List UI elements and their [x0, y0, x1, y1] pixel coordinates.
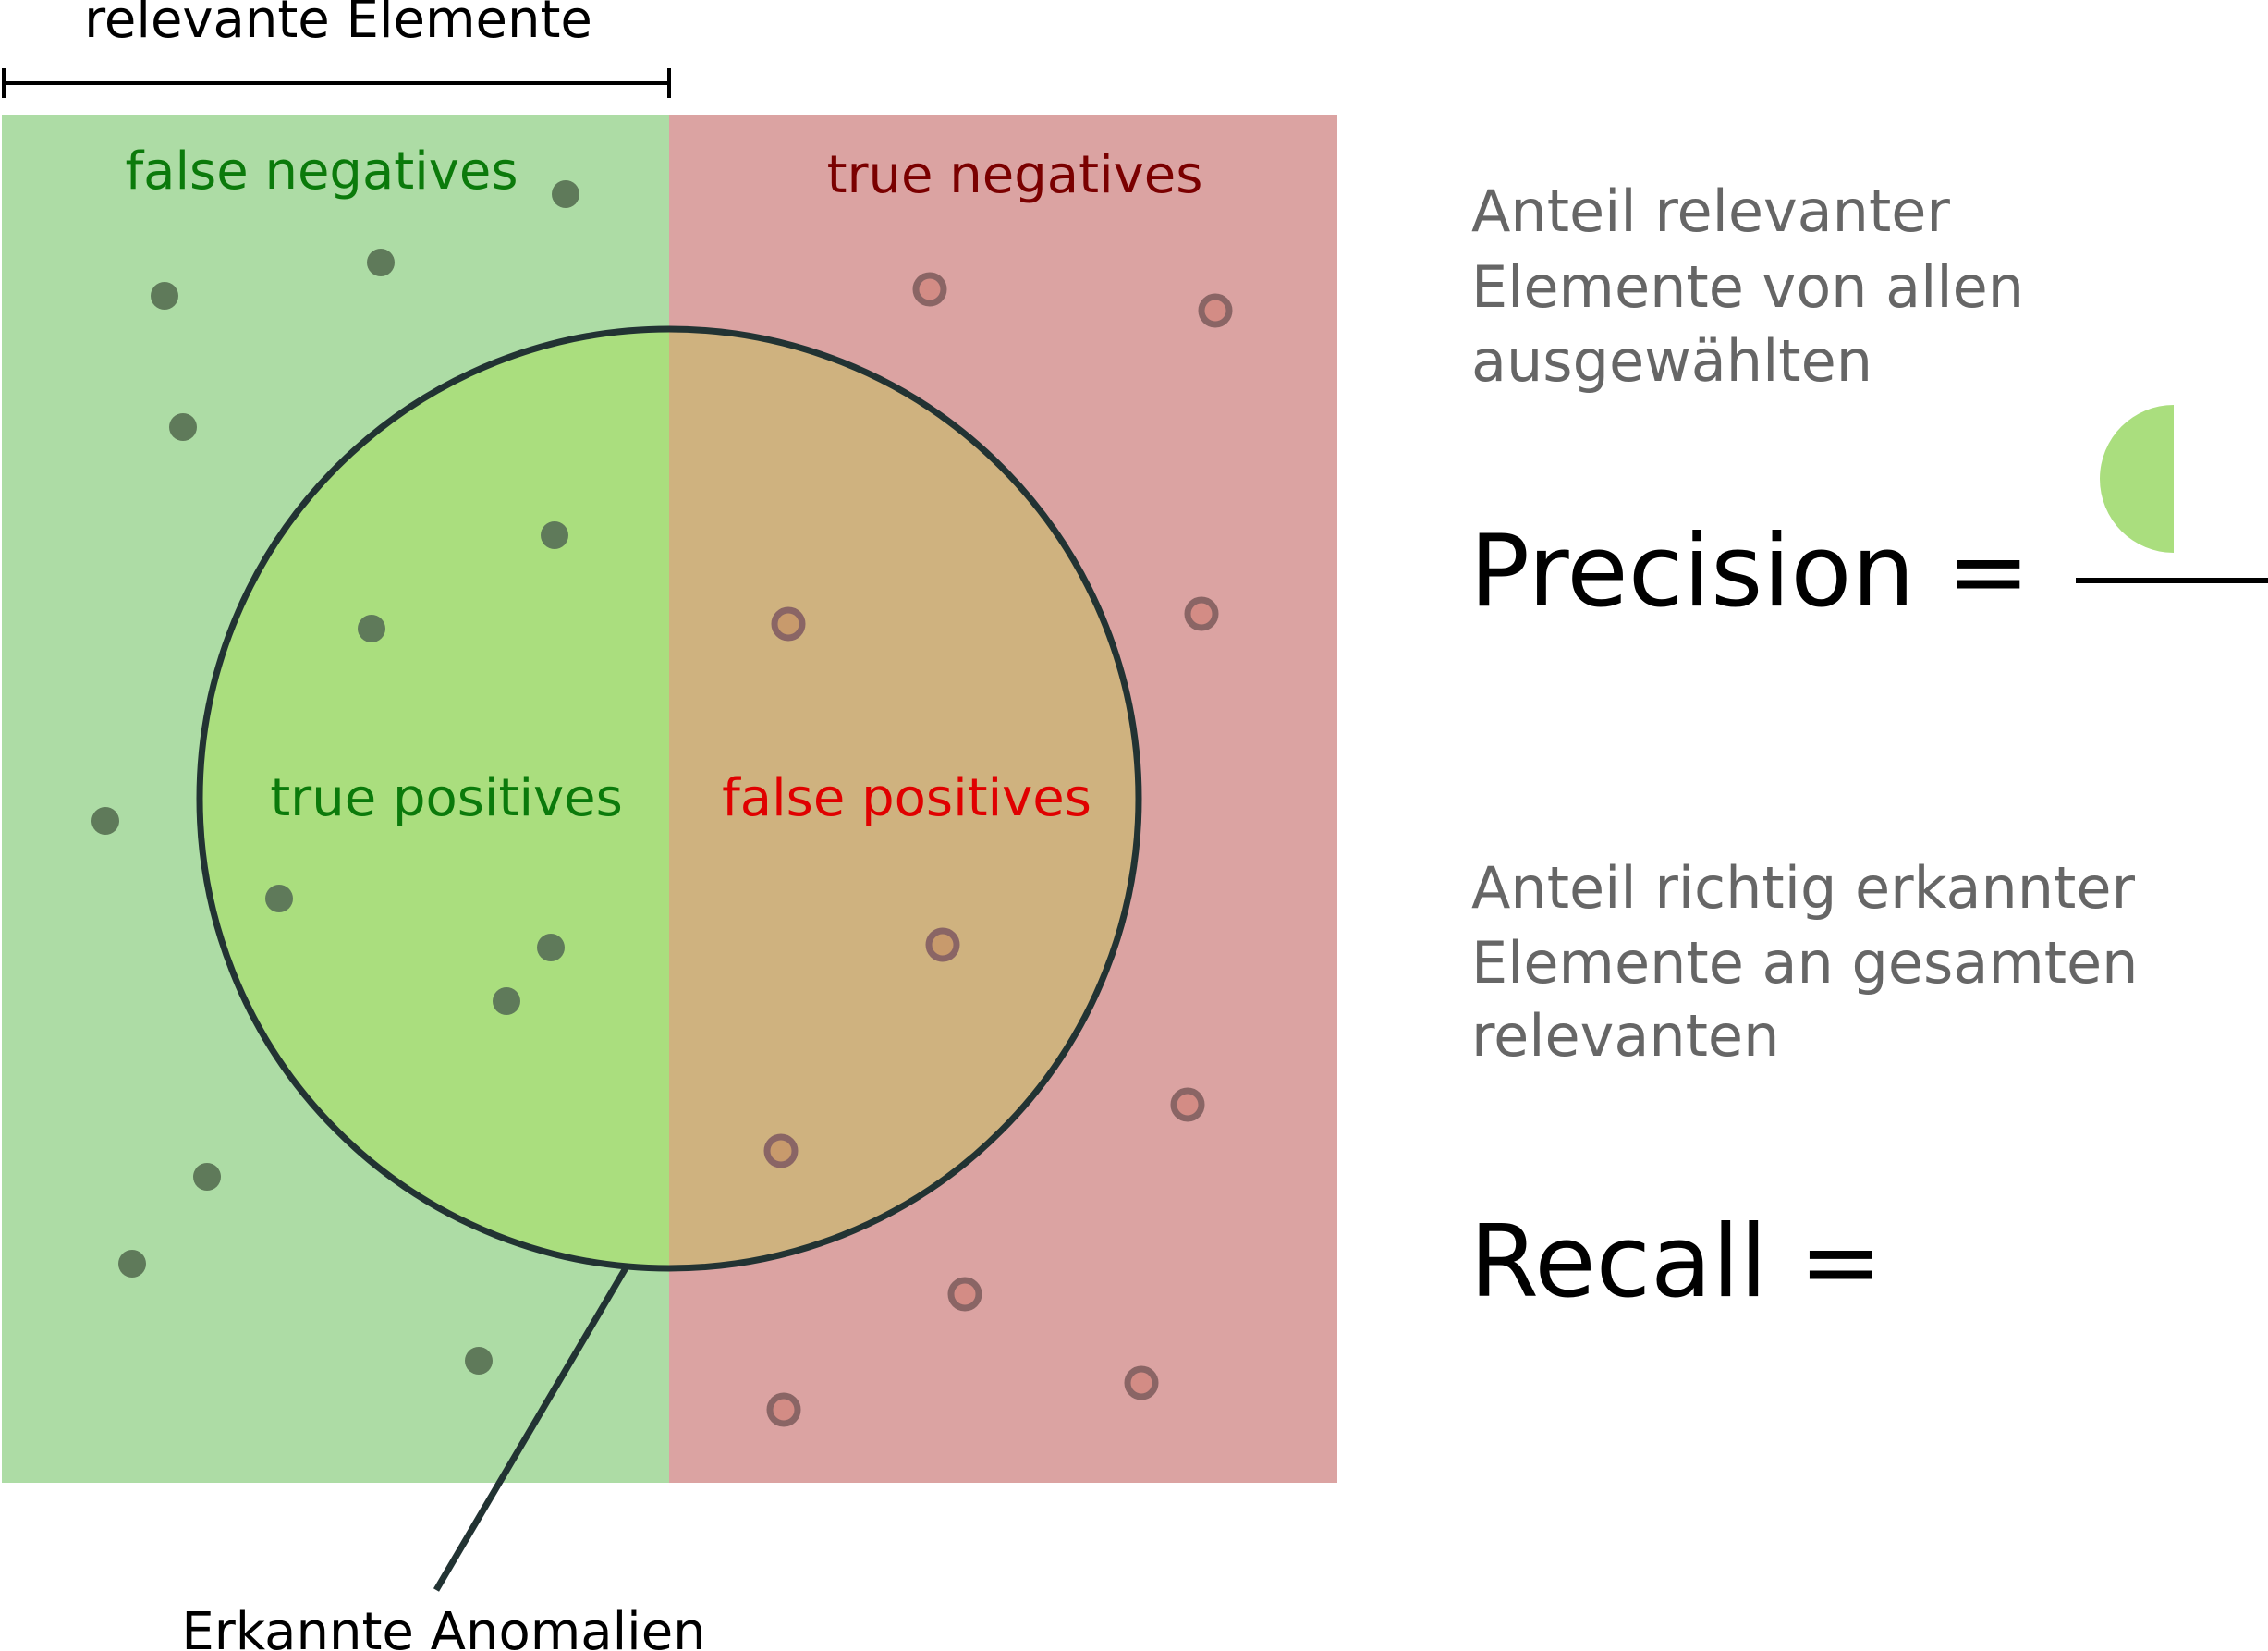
relevant-dot [552, 180, 579, 208]
true-positives-half-circle-icon [2100, 405, 2174, 553]
irrelevant-dot [1201, 297, 1229, 324]
irrelevant-dot [929, 931, 957, 959]
relevant-dot [151, 282, 178, 310]
recall-description-line: Anteil richtig erkannter [1471, 854, 2136, 922]
relevant-dot [493, 987, 520, 1015]
relevant-elements-bracket [4, 68, 669, 98]
relevant-dot [358, 615, 385, 642]
true-negatives-label: true negatives [827, 145, 1203, 205]
relevant-elements-label: relevante Elemente [84, 0, 592, 50]
irrelevant-dot [951, 1280, 979, 1308]
relevant-dot [537, 934, 565, 961]
irrelevant-dot [770, 1396, 798, 1424]
relevant-dot [465, 1347, 493, 1375]
precision-formula-label: Precision = [1469, 514, 2030, 630]
false-negatives-label: false negatives [125, 141, 518, 202]
relevant-dot [118, 1250, 146, 1278]
irrelevant-dot [1174, 1091, 1201, 1119]
precision-description-line: ausgewählten [1471, 327, 1872, 395]
relevant-dot [91, 807, 119, 835]
irrelevant-dot [916, 275, 944, 303]
precision-description-line: Elemente von allen [1471, 253, 2024, 321]
false-positives-label: false positives [722, 768, 1091, 828]
relevant-dot [541, 521, 568, 549]
true-positives-label: true positives [270, 768, 623, 828]
irrelevant-dot [767, 1137, 795, 1165]
irrelevant-dot [1128, 1369, 1155, 1397]
recall-description: Anteil richtig erkannter Elemente an ges… [1471, 854, 2138, 1070]
recall-description-line: Elemente an gesamten [1471, 929, 2138, 997]
relevant-dot [265, 885, 293, 912]
recall-description-line: relevanten [1471, 1002, 1779, 1070]
irrelevant-dot [1188, 600, 1215, 628]
precision-description: Anteil relevanter Elemente von allen aus… [1471, 177, 2024, 395]
recall-formula-label: Recall = [1469, 1205, 1883, 1320]
relevant-dot [367, 249, 395, 276]
relevant-dot [193, 1163, 221, 1191]
irrelevant-dot [774, 610, 802, 638]
relevant-dot [169, 413, 197, 441]
precision-description-line: Anteil relevanter [1471, 177, 1950, 245]
detected-anomalies-label: Erkannte Anomalien [181, 1602, 705, 1651]
